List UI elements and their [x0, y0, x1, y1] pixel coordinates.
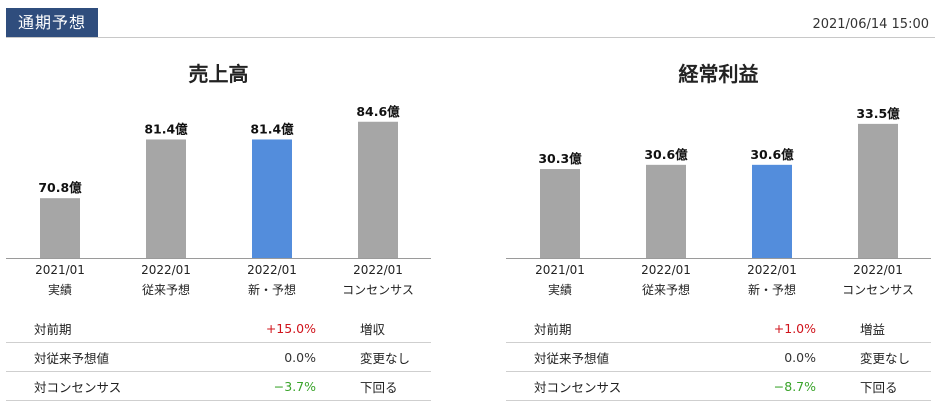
category-label: 2022/01 コンセンサス — [342, 263, 414, 297]
section-tab[interactable]: 通期予想 — [6, 8, 99, 38]
row-label: 対コンセンサス — [6, 371, 210, 401]
bar — [646, 164, 686, 258]
category-label: 2021/01 実績 — [35, 263, 85, 297]
header-divider — [6, 37, 935, 38]
category-labels: 2021/01 実績 2022/01 従来予想 2022/01 新・予想 2022/0… — [6, 260, 431, 306]
table-row: 対前期 +15.0% 増収 — [6, 314, 431, 343]
row-label: 対従来予想値 — [6, 342, 210, 372]
category-label: 2022/01 コンセンサス — [842, 263, 914, 297]
table-row: 対従来予想値 0.0% 変更なし — [506, 342, 931, 372]
category-label: 2022/01 新・予想 — [747, 263, 797, 297]
category-label: 2021/01 実績 — [535, 263, 585, 297]
row-status: 下回る — [816, 371, 931, 401]
bar-value-label: 81.4億 — [250, 121, 294, 136]
row-status: 変更なし — [316, 342, 431, 372]
category-label: 2022/01 従来予想 — [141, 263, 191, 297]
chart-title: 経常利益 — [678, 62, 759, 86]
row-value: +1.0% — [710, 314, 816, 343]
bar — [252, 139, 292, 258]
bar-value-label: 33.5億 — [856, 106, 900, 121]
panel-ordinary-profit: 経常利益 30.3億 30.6億 30.6億 33.5億 2021/01 実績 2022… — [506, 38, 931, 413]
row-value: 0.0% — [210, 342, 316, 372]
bar-value-label: 30.3億 — [538, 151, 582, 166]
bar-value-label: 30.6億 — [644, 147, 688, 162]
bar — [858, 123, 898, 258]
category-label: 2022/01 新・予想 — [247, 263, 297, 297]
bar-value-label: 84.6億 — [356, 104, 400, 119]
header: 通期予想 2021/06/14 15:00 — [0, 0, 935, 38]
row-label: 対前期 — [506, 314, 710, 343]
row-status: 増益 — [816, 314, 931, 343]
table-row: 対従来予想値 0.0% 変更なし — [6, 342, 431, 372]
bar — [146, 139, 186, 258]
panel-sales: 売上高 70.8億 81.4億 81.4億 84.6億 2021/01 実績 2022/… — [6, 38, 431, 413]
row-status: 変更なし — [816, 342, 931, 372]
category-label: 2022/01 従来予想 — [641, 263, 691, 297]
row-label: 対コンセンサス — [506, 371, 710, 401]
bar-value-label: 30.6億 — [750, 147, 794, 162]
category-labels: 2021/01 実績 2022/01 従来予想 2022/01 新・予想 2022/0… — [506, 260, 931, 306]
row-value: −3.7% — [210, 371, 316, 401]
comparison-table: 対前期 +1.0% 増益 対従来予想値 0.0% 変更なし 対コンセンサス −8… — [506, 314, 931, 401]
row-label: 対前期 — [6, 314, 210, 343]
timestamp: 2021/06/14 15:00 — [812, 17, 929, 32]
bar — [752, 164, 792, 258]
bar-value-label: 70.8億 — [38, 180, 82, 195]
row-status: 下回る — [316, 371, 431, 401]
table-row: 対コンセンサス −3.7% 下回る — [6, 371, 431, 401]
table-row: 対コンセンサス −8.7% 下回る — [506, 371, 931, 401]
ordinary-profit-chart: 30.3億 30.6億 30.6億 33.5億 — [506, 106, 931, 259]
comparison-table: 対前期 +15.0% 増収 対従来予想値 0.0% 変更なし 対コンセンサス −… — [6, 314, 431, 401]
bar-value-label: 81.4億 — [144, 121, 188, 136]
bar — [358, 121, 398, 258]
bar — [40, 198, 80, 258]
row-value: 0.0% — [710, 342, 816, 372]
row-label: 対従来予想値 — [506, 342, 710, 372]
table-row: 対前期 +1.0% 増益 — [506, 314, 931, 343]
row-status: 増収 — [316, 314, 431, 343]
sales-chart: 70.8億 81.4億 81.4億 84.6億 — [6, 104, 431, 259]
row-value: −8.7% — [710, 371, 816, 401]
chart-title: 売上高 — [188, 62, 249, 86]
bar — [540, 169, 580, 258]
row-value: +15.0% — [210, 314, 316, 343]
